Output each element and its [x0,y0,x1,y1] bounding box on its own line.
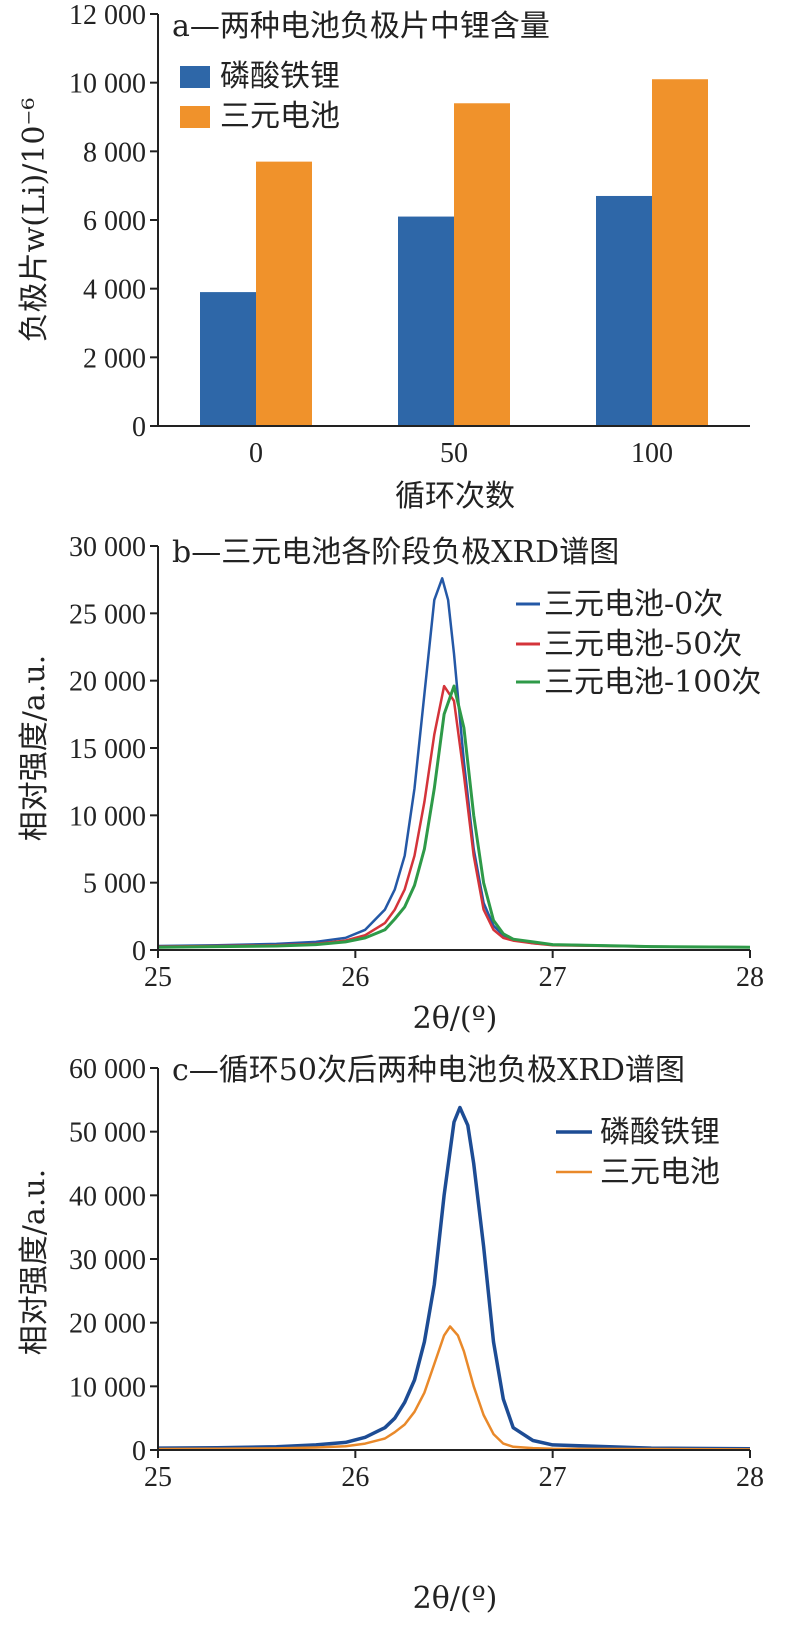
y-tick-label: 30 000 [69,1245,146,1276]
y-tick-label: 2 000 [83,343,146,374]
panel-c-x-axis-ticks: 25 26 27 28 [144,1450,764,1493]
panel-c-y-axis-ticks: 0 10 000 20 000 30 000 40 000 50 000 60 000 [69,1054,158,1467]
y-tick-label: 25 000 [69,599,146,630]
y-tick-label: 20 000 [69,667,146,698]
panel-b-title: b—三元电池各阶段负极XRD谱图 [172,535,619,570]
x-tick-label: 27 [539,962,567,993]
panel-c-legend: 磷酸铁锂 三元电池 [556,1115,720,1190]
y-tick-label: 0 [132,412,146,443]
panel-c-series-lines [157,1105,751,1451]
panel-a-x-axis-label: 循环次数 [395,479,515,514]
y-tick-label: 10 000 [69,801,146,832]
panel-c: c—循环50次后两种电池负极XRD谱图 0 10 000 20 000 30 000 4… [17,1053,764,1616]
series-line-0 [157,1105,751,1451]
y-tick-label: 0 [132,1436,146,1467]
panel-c-y-axis-label: 相对强度/a.u. [17,1169,52,1355]
x-tick-label: 26 [341,1462,369,1493]
series-line-1 [157,1325,751,1451]
y-tick-label: 6 000 [83,206,146,237]
panel-b-y-axis-ticks: 0 5 000 10 000 15 000 20 000 25 000 30 000 [69,532,158,967]
legend-swatch-ncm [180,106,210,128]
y-tick-label: 0 [132,936,146,967]
panel-b-y-axis-label: 相对强度/a.u. [17,655,52,841]
bar-ncm-100 [652,79,708,426]
x-tick-label: 27 [539,1462,567,1493]
y-tick-label: 50 000 [69,1118,146,1149]
x-tick-label: 28 [736,1462,764,1493]
panel-b-legend: 三元电池-0次 三元电池-50次 三元电池-100次 [516,587,761,700]
x-tick-label: 0 [249,438,263,469]
y-tick-label: 20 000 [69,1309,146,1340]
panel-a: a—两种电池负极片中锂含量 0 2 000 4 000 6 000 8 000 10 00… [17,0,750,514]
bar-lfp-100 [596,195,652,426]
panel-a-bars [200,79,708,427]
y-tick-label: 10 000 [69,1372,146,1403]
y-tick-label: 15 000 [69,734,146,765]
panel-a-y-axis-label: 负极片w(Li)/10⁻⁶ [17,98,52,343]
bar-ncm-0 [256,161,312,426]
series-line-1 [157,684,751,949]
bar-lfp-0 [200,292,256,426]
panel-a-legend: 磷酸铁锂 三元电池 [180,59,340,134]
legend-swatch-lfp [180,66,210,88]
bar-ncm-50 [454,103,510,427]
legend-label-ncm-0: 三元电池-0次 [544,587,723,622]
legend-label-ncm: 三元电池 [220,99,340,134]
panel-b: b—三元电池各阶段负极XRD谱图 0 5 000 10 000 15 000 20 00… [17,532,764,1036]
panel-c-title: c—循环50次后两种电池负极XRD谱图 [172,1053,685,1088]
legend-label-lfp-c: 磷酸铁锂 [600,1115,720,1150]
y-tick-label: 60 000 [69,1054,146,1085]
bar-lfp-50 [398,216,454,426]
x-tick-label: 25 [144,962,172,993]
panel-a-x-axis-ticks: 0 50 100 [249,438,673,469]
series-line-2 [157,684,751,949]
legend-label-ncm-c: 三元电池 [600,1155,720,1190]
x-tick-label: 26 [341,962,369,993]
legend-label-lfp: 磷酸铁锂 [220,59,340,94]
y-tick-label: 5 000 [83,869,146,900]
y-tick-label: 30 000 [69,532,146,563]
legend-label-ncm-100: 三元电池-100次 [544,665,761,700]
y-tick-label: 10 000 [69,69,146,100]
legend-label-ncm-50: 三元电池-50次 [544,627,742,662]
panel-b-x-axis-ticks: 25 26 27 28 [144,950,764,993]
y-tick-label: 40 000 [69,1181,146,1212]
panel-a-y-axis-ticks: 0 2 000 4 000 6 000 8 000 10 000 12 000 [69,0,158,443]
x-tick-label: 25 [144,1462,172,1493]
x-tick-label: 28 [736,962,764,993]
panel-a-title: a—两种电池负极片中锂含量 [172,9,550,44]
y-tick-label: 12 000 [69,0,146,31]
panel-b-series-lines [157,577,751,949]
y-tick-label: 8 000 [83,137,146,168]
x-tick-label: 100 [631,438,673,469]
panel-c-x-axis-label: 2θ/(º) [413,1581,498,1616]
x-tick-label: 50 [440,438,468,469]
y-tick-label: 4 000 [83,275,146,306]
panel-b-x-axis-label: 2θ/(º) [413,1001,498,1036]
